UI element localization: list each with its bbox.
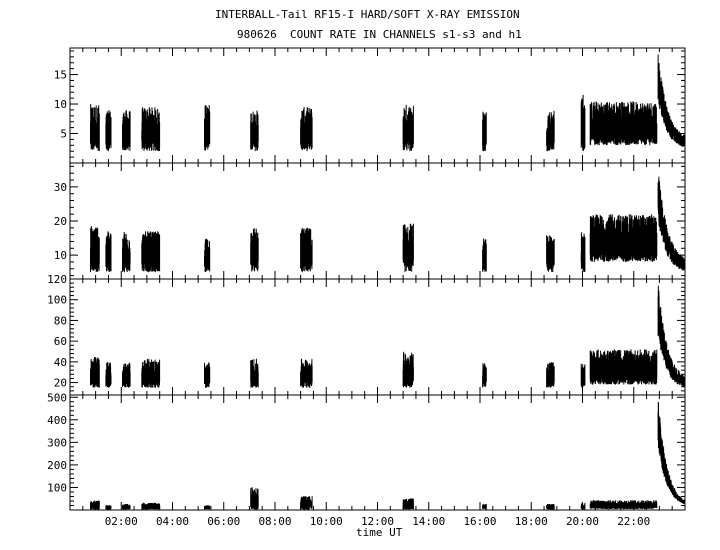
y-tick-label: 500	[47, 391, 67, 404]
y-tick-label: 10	[54, 249, 67, 262]
y-tick-label: 5	[60, 128, 67, 141]
panel-h1: 100 200 300 400 500	[47, 391, 686, 511]
series-s1	[90, 54, 686, 152]
x-tick-label: 14:00	[412, 515, 445, 528]
x-axis-label: time UT	[356, 526, 403, 539]
y-tick-label: 60	[54, 335, 67, 348]
y-tick-label: 300	[47, 436, 67, 449]
x-tick-label: 12:00	[361, 515, 394, 528]
y-tick-label: 100	[47, 294, 67, 307]
x-tick-label: 10:00	[310, 515, 343, 528]
y-tick-label: 20	[54, 377, 67, 390]
chart-subtitle: 980626 COUNT RATE IN CHANNELS s1-s3 and …	[237, 28, 522, 41]
panel-s1: 5 10 15	[54, 47, 686, 164]
panel-s3: 20 40 60 80 100 120	[47, 273, 686, 396]
x-tick-label: 22:00	[617, 515, 650, 528]
y-tick-label: 30	[54, 181, 67, 194]
chart-title: INTERBALL-Tail RF15-I HARD/SOFT X-RAY EM…	[215, 8, 520, 21]
x-tick-label: 16:00	[463, 515, 496, 528]
y-tick-label: 200	[47, 459, 67, 472]
series-s2	[90, 176, 686, 273]
x-tick-label: 04:00	[156, 515, 189, 528]
y-tick-label: 10	[54, 98, 67, 111]
x-tick-label: 20:00	[566, 515, 599, 528]
y-tick-label: 20	[54, 215, 67, 228]
y-tick-label: 80	[54, 314, 67, 327]
y-tick-label: 15	[54, 69, 67, 82]
x-tick-label: 06:00	[207, 515, 240, 528]
x-tick-label: 18:00	[515, 515, 548, 528]
series-h1	[90, 402, 686, 510]
x-tick-label: 02:00	[105, 515, 138, 528]
y-tick-label: 40	[54, 356, 67, 369]
panel-frame	[69, 47, 686, 164]
y-tick-label: 100	[47, 481, 67, 494]
series-s3	[90, 285, 686, 388]
panel-frame	[69, 394, 686, 511]
panel-s2: 10 20 30	[54, 162, 686, 280]
y-tick-label: 120	[47, 273, 67, 286]
x-tick-label: 08:00	[258, 515, 291, 528]
y-tick-label: 400	[47, 414, 67, 427]
